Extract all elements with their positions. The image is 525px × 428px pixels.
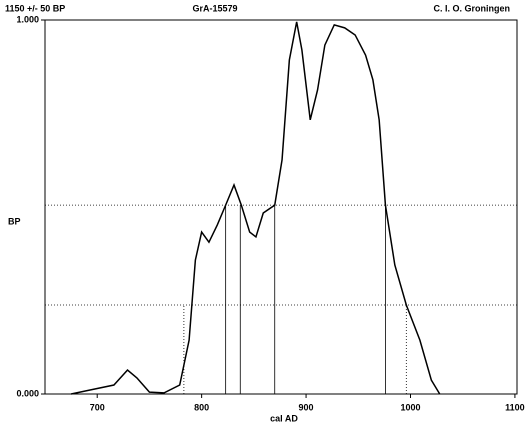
x-tick-label: 1100	[505, 402, 525, 412]
annotation: C. I. O. Groningen	[434, 3, 511, 13]
probability-curve	[70, 21, 441, 395]
y-axis-label: BP	[8, 216, 21, 226]
x-axis-label: cal AD	[270, 413, 298, 423]
y-tick-label: 1.000	[16, 14, 39, 24]
x-tick-label: 800	[194, 402, 209, 412]
x-tick-label: 700	[90, 402, 105, 412]
chart-subtitle: 1150 +/- 50 BP	[5, 3, 65, 13]
y-tick-label: 0.000	[16, 388, 39, 398]
plot-frame	[44, 19, 518, 395]
chart-title: GrA-15579	[192, 3, 237, 13]
x-tick-label: 1000	[400, 402, 420, 412]
x-tick-label: 900	[299, 402, 314, 412]
